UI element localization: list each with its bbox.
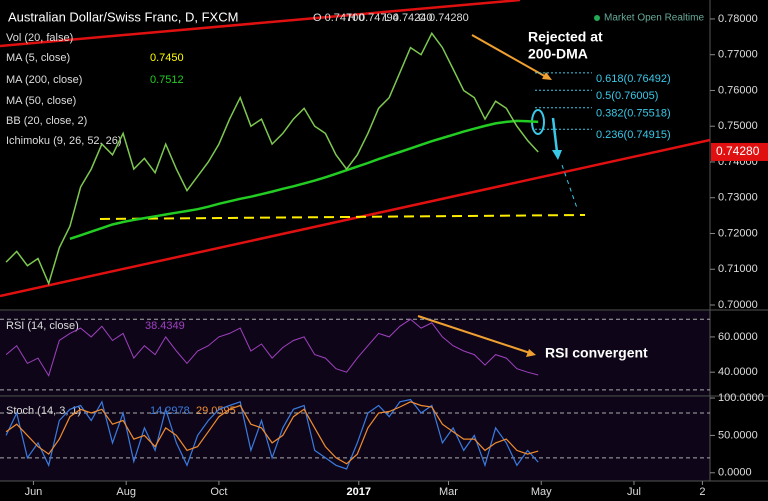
annotation: RSI convergent — [545, 345, 648, 361]
indicator: MA (50, close) — [6, 95, 76, 107]
arrow-head — [552, 150, 562, 160]
fib-label: 0.5(0.76005) — [596, 90, 658, 102]
y-tick-label: 50.0000 — [718, 429, 758, 441]
indicator: MA (200, close) — [6, 74, 82, 86]
rsi-label: RSI (14, close) — [6, 320, 79, 332]
y-tick-label: 0.71000 — [718, 263, 758, 275]
stoch-value: 29.0595 — [196, 405, 236, 417]
upper-trendline — [0, 0, 521, 48]
indicator: BB (20, close, 2) — [6, 115, 87, 127]
fib-label: 0.382(0.75518) — [596, 108, 671, 120]
arrow-head — [526, 349, 536, 357]
indicator-value: 0.7512 — [150, 74, 184, 86]
lower-trendline — [0, 138, 711, 298]
price-box — [711, 142, 768, 161]
stoch-panel — [0, 397, 710, 481]
y-tick-label: 40.0000 — [718, 366, 758, 378]
ohlc: L 0.74240 — [384, 12, 433, 24]
indicator-value: 0.7450 — [150, 52, 184, 64]
x-tick-label: Aug — [116, 486, 136, 498]
data-line — [5, 318, 539, 377]
y-tick-label: 0.77000 — [718, 49, 758, 61]
y-tick-label: 0.78000 — [718, 13, 758, 25]
x-tick-label: Jul — [627, 486, 641, 498]
indicator: MA (5, close) — [6, 52, 70, 64]
y-tick-label: 0.72000 — [718, 227, 758, 239]
annotation: 200-DMA — [528, 46, 588, 62]
arrow — [417, 315, 531, 354]
x-tick-label: May — [531, 486, 552, 498]
status-dot — [594, 15, 600, 21]
arrow-head — [542, 72, 552, 80]
fib-label: 0.618(0.76492) — [596, 73, 671, 85]
data-line — [5, 31, 539, 286]
ohlc: C 0.74280 — [418, 12, 469, 24]
x-tick-label: Mar — [439, 486, 458, 498]
rsi-value: 38.4349 — [145, 320, 185, 332]
rsi-panel — [0, 311, 710, 396]
annotation: Rejected at — [528, 29, 603, 45]
data-line — [69, 119, 539, 240]
arrow — [551, 117, 559, 153]
ohlc: H 0.74794 — [348, 12, 399, 24]
y-tick-label: 0.76000 — [718, 84, 758, 96]
data-line — [5, 398, 539, 470]
stoch-value: 14.2978 — [150, 405, 190, 417]
x-tick-label: Oct — [210, 486, 227, 498]
status: Market Open Realtime — [604, 13, 704, 24]
y-tick-label: 0.73000 — [718, 192, 758, 204]
fib-label: 0.236(0.74915) — [596, 129, 671, 141]
stoch-label: Stoch (14, 3, 1) — [6, 405, 81, 417]
support-line — [99, 214, 586, 220]
y-tick-label: 0.0000 — [718, 467, 752, 479]
indicator: Ichimoku (9, 26, 52, 26) — [6, 135, 122, 147]
chart-title: Australian Dollar/Swiss Franc, D, FXCM — [8, 9, 238, 24]
y-tick-label: 0.75000 — [718, 120, 758, 132]
y-tick-label: 100.0000 — [718, 392, 764, 404]
x-tick-label: 2017 — [347, 486, 371, 498]
x-tick-label: Jun — [25, 486, 43, 498]
indicator: Vol (20, false) — [6, 32, 73, 44]
x-tick-label: 2 — [699, 486, 705, 498]
price-label: 0.74280 — [716, 144, 760, 158]
ohlc: O 0.74700 — [313, 12, 364, 24]
data-line — [5, 401, 539, 465]
y-tick-label: 0.70000 — [718, 299, 758, 311]
arrow — [471, 34, 549, 79]
y-tick-label: 60.0000 — [718, 331, 758, 343]
